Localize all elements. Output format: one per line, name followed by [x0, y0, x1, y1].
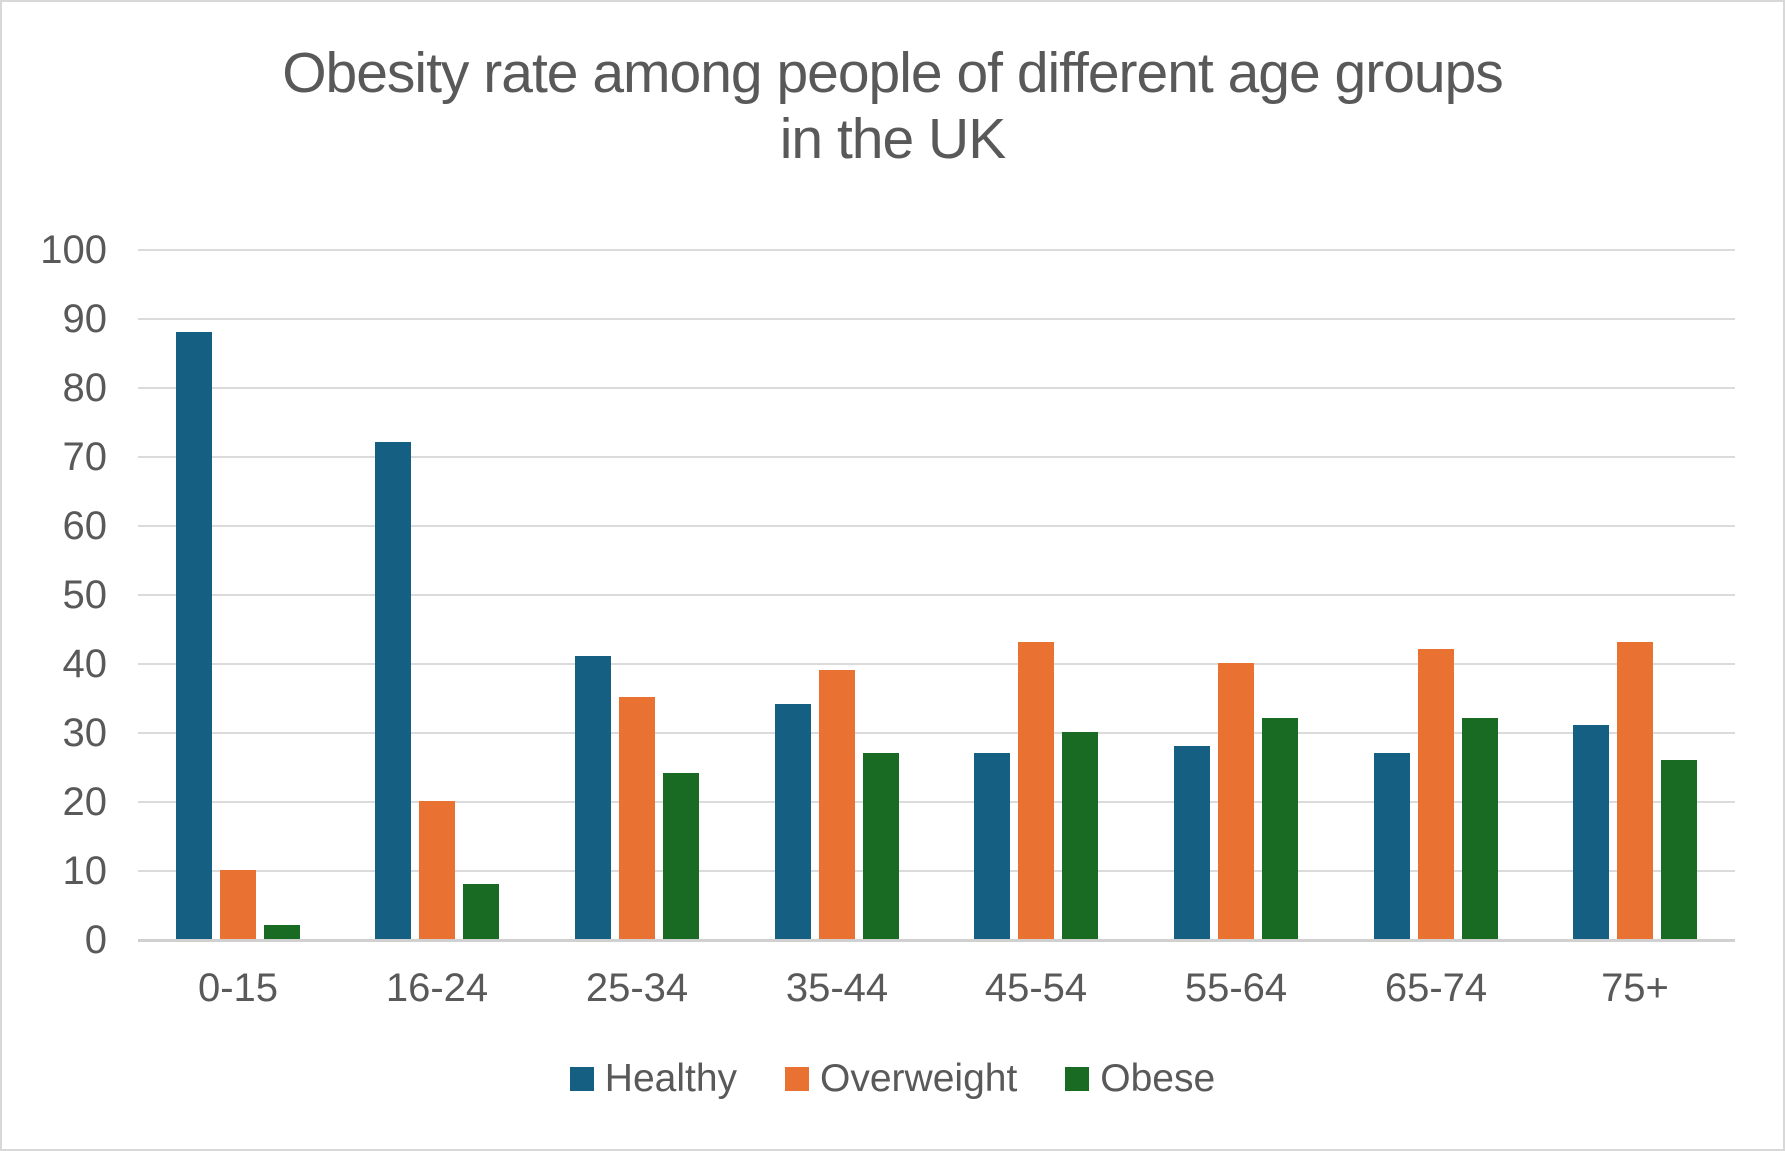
y-axis-tick-label-60: 60: [62, 504, 108, 548]
bar-healthy-16-24: [375, 442, 411, 939]
legend-label-healthy: Healthy: [604, 1057, 738, 1100]
bar-obese-25-34: [663, 773, 699, 939]
bar-healthy-0-15: [176, 332, 212, 939]
y-axis-tick-label-50: 50: [62, 573, 108, 617]
bar-overweight-35-44: [819, 670, 855, 939]
gridline-90: [138, 318, 1735, 320]
legend-item-healthy: Healthy: [569, 1056, 738, 1102]
x-axis-line: [138, 939, 1735, 942]
legend-item-overweight: Overweight: [785, 1056, 1017, 1102]
y-axis-tick-label-80: 80: [62, 366, 108, 410]
bar-obese-0-15: [264, 925, 300, 939]
y-axis-tick-label-10: 10: [62, 849, 108, 893]
bar-obese-65-74: [1462, 718, 1498, 939]
bar-obese-55-64: [1262, 718, 1298, 939]
x-axis-tick-label-35-44: 35-44: [785, 966, 889, 1010]
bar-healthy-25-34: [575, 656, 611, 939]
bar-healthy-65-74: [1374, 753, 1410, 939]
plot-area: [138, 249, 1735, 942]
gridline-100: [138, 249, 1735, 251]
bar-overweight-25-34: [619, 697, 655, 939]
y-axis-tick-label-30: 30: [62, 711, 108, 755]
bar-healthy-45-54: [974, 753, 1010, 939]
bar-overweight-75+: [1617, 642, 1653, 939]
y-axis-tick-label-0: 0: [84, 918, 107, 962]
legend-swatch-overweight-icon: [785, 1067, 810, 1091]
gridline-70: [138, 456, 1735, 458]
bar-obese-35-44: [863, 753, 899, 939]
legend-label-obese: Obese: [1100, 1057, 1216, 1100]
gridline-60: [138, 525, 1735, 527]
gridline-20: [138, 801, 1735, 803]
legend-swatch-healthy-icon: [569, 1067, 594, 1091]
bar-obese-45-54: [1062, 732, 1098, 939]
bar-overweight-45-54: [1018, 642, 1054, 939]
x-axis-tick-label-16-24: 16-24: [385, 966, 489, 1010]
x-axis-tick-label-55-64: 55-64: [1184, 966, 1288, 1010]
y-axis-tick-label-90: 90: [62, 297, 108, 341]
bar-healthy-75+: [1573, 725, 1609, 939]
gridline-40: [138, 663, 1735, 665]
gridline-30: [138, 732, 1735, 734]
legend: Healthy Overweight Obese: [2, 1056, 1783, 1102]
bar-overweight-55-64: [1218, 663, 1254, 939]
bar-overweight-16-24: [419, 801, 455, 939]
bar-obese-16-24: [463, 884, 499, 939]
y-axis-tick-label-70: 70: [62, 435, 108, 479]
gridline-10: [138, 870, 1735, 872]
x-axis-tick-label-75+: 75+: [1601, 966, 1669, 1010]
bar-overweight-0-15: [220, 870, 256, 939]
gridline-80: [138, 387, 1735, 389]
bar-healthy-55-64: [1174, 746, 1210, 939]
legend-swatch-obese-icon: [1065, 1067, 1090, 1091]
x-axis-tick-label-45-54: 45-54: [984, 966, 1088, 1010]
bar-overweight-65-74: [1418, 649, 1454, 939]
legend-label-overweight: Overweight: [820, 1057, 1018, 1100]
y-axis-tick-label-20: 20: [62, 780, 108, 824]
x-axis-tick-label-65-74: 65-74: [1384, 966, 1488, 1010]
bar-healthy-35-44: [775, 704, 811, 939]
bar-obese-75+: [1661, 760, 1697, 939]
gridline-50: [138, 594, 1735, 596]
chart-title-line-2: in the UK: [779, 107, 1006, 171]
x-axis-tick-label-0-15: 0-15: [197, 966, 279, 1010]
x-axis-tick-label-25-34: 25-34: [585, 966, 689, 1010]
legend-item-obese: Obese: [1065, 1056, 1215, 1102]
y-axis-tick-label-40: 40: [62, 642, 108, 686]
chart-title-line-1: Obesity rate among people of different a…: [282, 41, 1504, 105]
y-axis-tick-label-100: 100: [40, 228, 107, 272]
chart-title: Obesity rate among people of different a…: [2, 40, 1783, 172]
